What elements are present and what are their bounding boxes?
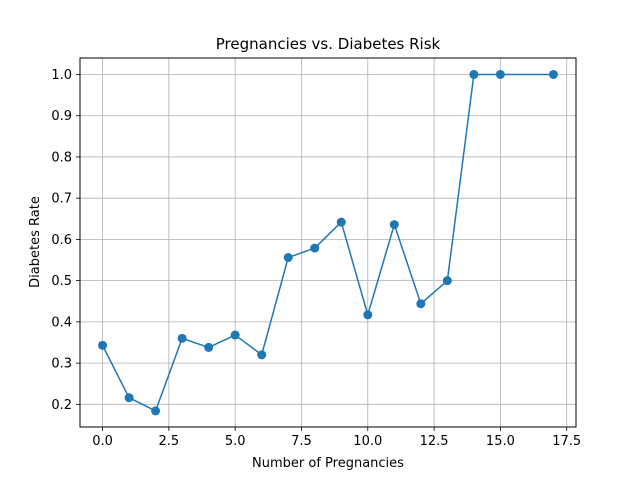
x-tick-label: 5.0 [225, 434, 246, 449]
data-point [548, 69, 558, 79]
data-point [257, 350, 267, 360]
x-tick-label: 12.5 [420, 434, 449, 449]
y-tick-label: 0.8 [51, 150, 72, 165]
data-point [310, 243, 320, 253]
data-point [124, 393, 134, 403]
x-tick-label: 10.0 [353, 434, 382, 449]
data-point [363, 310, 373, 320]
y-axis-label: Diabetes Rate [28, 196, 43, 288]
y-tick-label: 0.4 [51, 315, 72, 330]
data-point [469, 69, 479, 79]
plot-frame [79, 57, 577, 428]
data-point [177, 333, 187, 343]
data-point [416, 299, 426, 309]
data-point [230, 330, 240, 340]
x-tick-label: 0.0 [92, 434, 113, 449]
x-tick-label: 7.5 [291, 434, 312, 449]
data-point [442, 276, 452, 286]
x-tick-label: 2.5 [159, 434, 180, 449]
y-tick-label: 0.6 [51, 233, 72, 248]
x-tick-label: 17.5 [552, 434, 581, 449]
data-point [495, 69, 505, 79]
data-point [151, 406, 161, 416]
y-tick-label: 1.0 [51, 68, 72, 83]
data-point [336, 217, 346, 227]
y-tick-label: 0.5 [51, 274, 72, 289]
x-tick-label: 15.0 [486, 434, 515, 449]
x-axis-label: Number of Pregnancies [252, 456, 404, 471]
y-tick-label: 0.3 [51, 357, 72, 372]
ticks: 0.0 2.5 5.0 7.5 10.0 12.5 15.0 17.5 0.2 0.3 0.4 0.5… [51, 68, 581, 449]
chart-title: Pregnancies vs. Diabetes Risk [216, 35, 441, 53]
y-tick-label: 0.7 [51, 192, 72, 207]
series-layer [98, 69, 558, 416]
data-point [98, 340, 108, 350]
grid [80, 58, 576, 427]
y-tick-label: 0.9 [51, 109, 72, 124]
data-point [204, 342, 214, 352]
y-tick-label: 0.2 [51, 398, 72, 413]
data-point [389, 220, 399, 230]
data-point [283, 253, 293, 263]
